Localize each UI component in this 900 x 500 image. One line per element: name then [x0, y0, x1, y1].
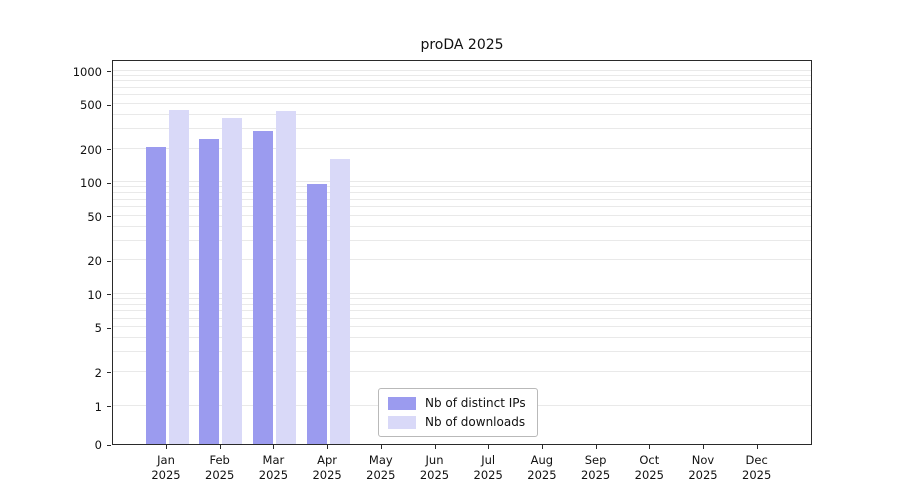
x-tick-label-nov: Nov 2025 [688, 453, 718, 482]
x-tick-mark [649, 445, 651, 449]
legend: Nb of distinct IPs Nb of downloads [378, 388, 538, 437]
gridline [113, 205, 811, 207]
y-tick-mark [107, 149, 111, 151]
gridline [113, 310, 811, 312]
x-tick-mark [541, 445, 543, 449]
x-tick-label-mar: Mar 2025 [258, 453, 289, 482]
gridline [113, 239, 811, 241]
gridline [113, 80, 811, 82]
gridline [113, 181, 811, 183]
y-tick-label: 2 [94, 365, 102, 380]
x-tick-mark [219, 445, 221, 449]
gridline [113, 192, 811, 194]
x-tick-label-jun: Jun 2025 [419, 453, 450, 482]
gridline [113, 370, 811, 372]
y-tick-mark [107, 327, 111, 329]
y-tick-mark [107, 182, 111, 184]
x-tick-mark [166, 445, 167, 449]
gridline [113, 127, 811, 129]
legend-swatch [388, 415, 416, 429]
x-tick-label-oct: Oct 2025 [634, 453, 664, 482]
y-tick-label: 100 [80, 176, 102, 191]
legend-item: Nb of downloads [388, 415, 526, 429]
x-tick-mark [488, 445, 490, 449]
x-tick-mark [380, 445, 382, 449]
x-tick-mark [595, 445, 597, 449]
y-tick-label: 500 [80, 98, 102, 113]
y-tick-mark [107, 294, 111, 296]
y-tick-mark [107, 216, 111, 218]
y-tick-label: 10 [87, 287, 102, 302]
legend-swatch [388, 396, 416, 410]
legend-label: Nb of distinct IPs [425, 396, 526, 410]
x-tick-label-dec: Dec 2025 [742, 453, 772, 482]
x-tick-mark [703, 445, 704, 449]
gridline [113, 198, 811, 200]
y-tick-label: 200 [80, 142, 102, 157]
y-tick-mark [107, 104, 111, 106]
bar-downloads-apr [329, 159, 350, 444]
x-tick-label-feb: Feb 2025 [205, 453, 235, 482]
x-tick-mark [327, 445, 329, 449]
gridline [113, 292, 811, 294]
gridline [113, 303, 811, 305]
x-tick-mark [273, 445, 275, 449]
x-tick-label-apr: Apr 2025 [312, 453, 342, 482]
chart-title: proDA 2025 [420, 37, 504, 53]
legend-item: Nb of distinct IPs [388, 396, 526, 410]
legend-label: Nb of downloads [425, 415, 526, 429]
x-tick-mark [756, 445, 758, 449]
x-tick-label-sep: Sep 2025 [580, 453, 611, 482]
gridline [113, 337, 811, 339]
plot-area [112, 60, 812, 445]
gridline [113, 86, 811, 88]
y-tick-label: 0 [94, 438, 102, 452]
gridline [113, 74, 811, 76]
bar-downloads-jan [168, 110, 189, 444]
gridline [113, 317, 811, 319]
y-tick-mark [107, 372, 111, 374]
x-tick-mark [434, 445, 436, 449]
gridline [113, 69, 811, 71]
gridline [113, 351, 811, 353]
bar-downloads-mar [275, 110, 296, 444]
gridline [113, 103, 811, 105]
x-tick-label-may: May 2025 [366, 453, 396, 482]
gridline [113, 186, 811, 188]
y-tick-label: 5 [94, 321, 102, 336]
gridline [113, 297, 811, 299]
y-tick-mark [107, 444, 111, 446]
y-tick-label: 1000 [72, 64, 102, 79]
gridline [113, 326, 811, 328]
gridline [113, 94, 811, 96]
y-tick-mark [107, 406, 111, 407]
gridline [113, 225, 811, 227]
y-tick-mark [107, 260, 111, 262]
y-tick-label: 50 [87, 209, 102, 224]
gridline [113, 214, 811, 216]
y-tick-mark [107, 71, 111, 73]
bar-downloads-feb [222, 118, 243, 444]
bar-distinct-ips-feb [199, 138, 220, 444]
bar-distinct-ips-jan [145, 147, 166, 444]
bar-distinct-ips-apr [306, 183, 327, 444]
bar-distinct-ips-mar [252, 131, 273, 444]
y-tick-label: 20 [87, 254, 102, 269]
x-tick-label-jan: Jan 2025 [151, 453, 181, 482]
gridline [113, 147, 811, 149]
x-tick-label-jul: Jul 2025 [473, 453, 503, 482]
gridline [113, 259, 811, 261]
y-tick-label: 1 [94, 399, 102, 414]
gridline [113, 113, 811, 115]
x-tick-label-aug: Aug 2025 [527, 453, 557, 482]
